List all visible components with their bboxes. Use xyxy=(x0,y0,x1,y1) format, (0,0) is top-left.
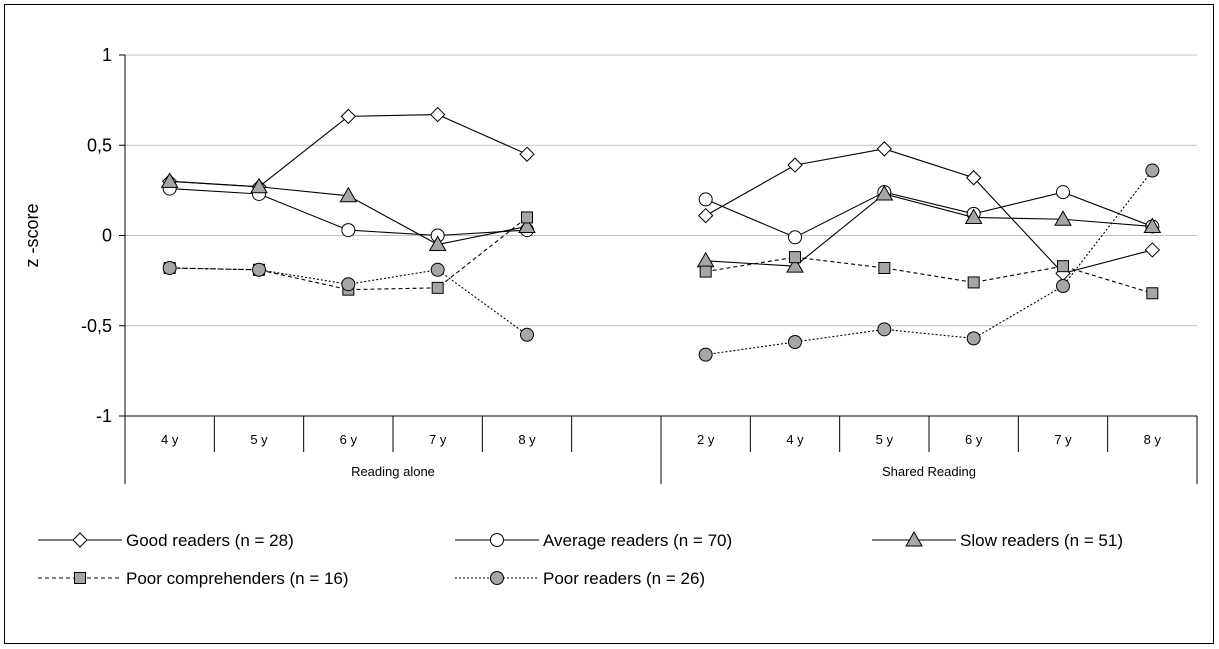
legend-label: Slow readers (n = 51) xyxy=(960,531,1123,550)
data-point xyxy=(1057,260,1069,273)
data-point xyxy=(252,262,266,277)
series-line xyxy=(705,193,1153,267)
data-point xyxy=(786,257,804,273)
x-group-label: Reading alone xyxy=(351,464,435,479)
series-line xyxy=(705,170,1153,356)
data-point xyxy=(160,172,179,188)
series-3 xyxy=(160,172,1162,273)
series-line xyxy=(705,148,1153,275)
legend-marker xyxy=(74,572,86,584)
data-point xyxy=(877,322,892,337)
series-2 xyxy=(162,181,1160,245)
legend-entry: Average readers (n = 70) xyxy=(455,531,732,550)
data-point xyxy=(429,106,446,123)
data-point xyxy=(339,186,358,203)
data-point xyxy=(1054,210,1072,226)
legend-marker xyxy=(490,571,504,585)
data-point xyxy=(876,141,893,157)
series-4 xyxy=(163,211,1159,300)
x-tick-label: 8 y xyxy=(518,432,536,447)
legend-marker xyxy=(72,532,88,548)
legend-marker xyxy=(490,533,504,547)
x-tick-label: 6 y xyxy=(340,432,358,447)
data-point xyxy=(696,251,715,268)
series-line xyxy=(705,256,1153,294)
data-point xyxy=(521,211,533,224)
x-group-label: Shared Reading xyxy=(882,464,976,479)
data-point xyxy=(1145,163,1160,178)
x-tick-label: 7 y xyxy=(429,432,447,447)
y-tick-label: 0,5 xyxy=(87,135,112,155)
data-point xyxy=(965,170,982,186)
data-point xyxy=(428,235,447,252)
legend-label: Poor readers (n = 26) xyxy=(543,569,705,588)
series-5 xyxy=(162,163,1160,362)
data-point xyxy=(519,146,535,162)
data-point xyxy=(788,230,802,245)
x-tick-label: 4 y xyxy=(786,432,804,447)
data-point xyxy=(1146,287,1159,300)
data-point xyxy=(789,251,801,264)
y-axis-label: z -score xyxy=(22,203,42,267)
data-point xyxy=(1144,242,1161,258)
series-1 xyxy=(161,106,1161,282)
data-point xyxy=(967,276,980,289)
data-point xyxy=(788,334,802,349)
x-tick-label: 6 y xyxy=(965,432,983,447)
x-tick-label: 8 y xyxy=(1144,432,1162,447)
data-point xyxy=(1143,217,1162,233)
y-tick-label: 1 xyxy=(102,45,112,65)
data-point xyxy=(430,262,445,277)
data-point xyxy=(341,223,356,238)
data-point xyxy=(698,347,713,362)
chart-frame xyxy=(4,4,1214,644)
y-tick-label: -1 xyxy=(96,406,112,426)
data-point xyxy=(699,265,712,278)
legend-label: Poor comprehenders (n = 16) xyxy=(126,569,349,588)
data-point xyxy=(341,277,356,292)
data-point xyxy=(1056,185,1070,200)
series-line xyxy=(169,114,528,188)
y-tick-label: -0,5 xyxy=(81,316,112,336)
legend-label: Average readers (n = 70) xyxy=(543,531,732,550)
data-point xyxy=(250,177,268,194)
x-tick-label: 7 y xyxy=(1054,432,1072,447)
legend-entry: Good readers (n = 28) xyxy=(38,531,294,550)
y-tick-label: 0 xyxy=(102,226,112,246)
legend-entry: Slow readers (n = 51) xyxy=(872,530,1123,550)
data-point xyxy=(697,207,714,224)
series-line xyxy=(705,191,1153,238)
legend-entry: Poor readers (n = 26) xyxy=(455,569,705,588)
data-point xyxy=(875,184,894,201)
data-point xyxy=(520,327,534,342)
data-point xyxy=(518,217,536,233)
legend-label: Good readers (n = 28) xyxy=(126,531,294,550)
x-tick-label: 4 y xyxy=(161,432,179,447)
data-point xyxy=(878,261,891,274)
data-point xyxy=(698,192,713,207)
x-tick-label: 2 y xyxy=(697,432,715,447)
x-tick-label: 5 y xyxy=(250,432,268,447)
x-tick-label: 5 y xyxy=(876,432,894,447)
data-point xyxy=(1056,279,1070,294)
series-line xyxy=(169,217,528,291)
data-point xyxy=(966,331,981,346)
data-point xyxy=(787,157,803,173)
legend-entry: Poor comprehenders (n = 16) xyxy=(38,569,349,588)
data-point xyxy=(431,281,444,294)
data-point xyxy=(964,208,983,224)
data-point xyxy=(340,108,357,125)
data-point xyxy=(162,260,177,275)
legend-marker xyxy=(905,530,923,547)
